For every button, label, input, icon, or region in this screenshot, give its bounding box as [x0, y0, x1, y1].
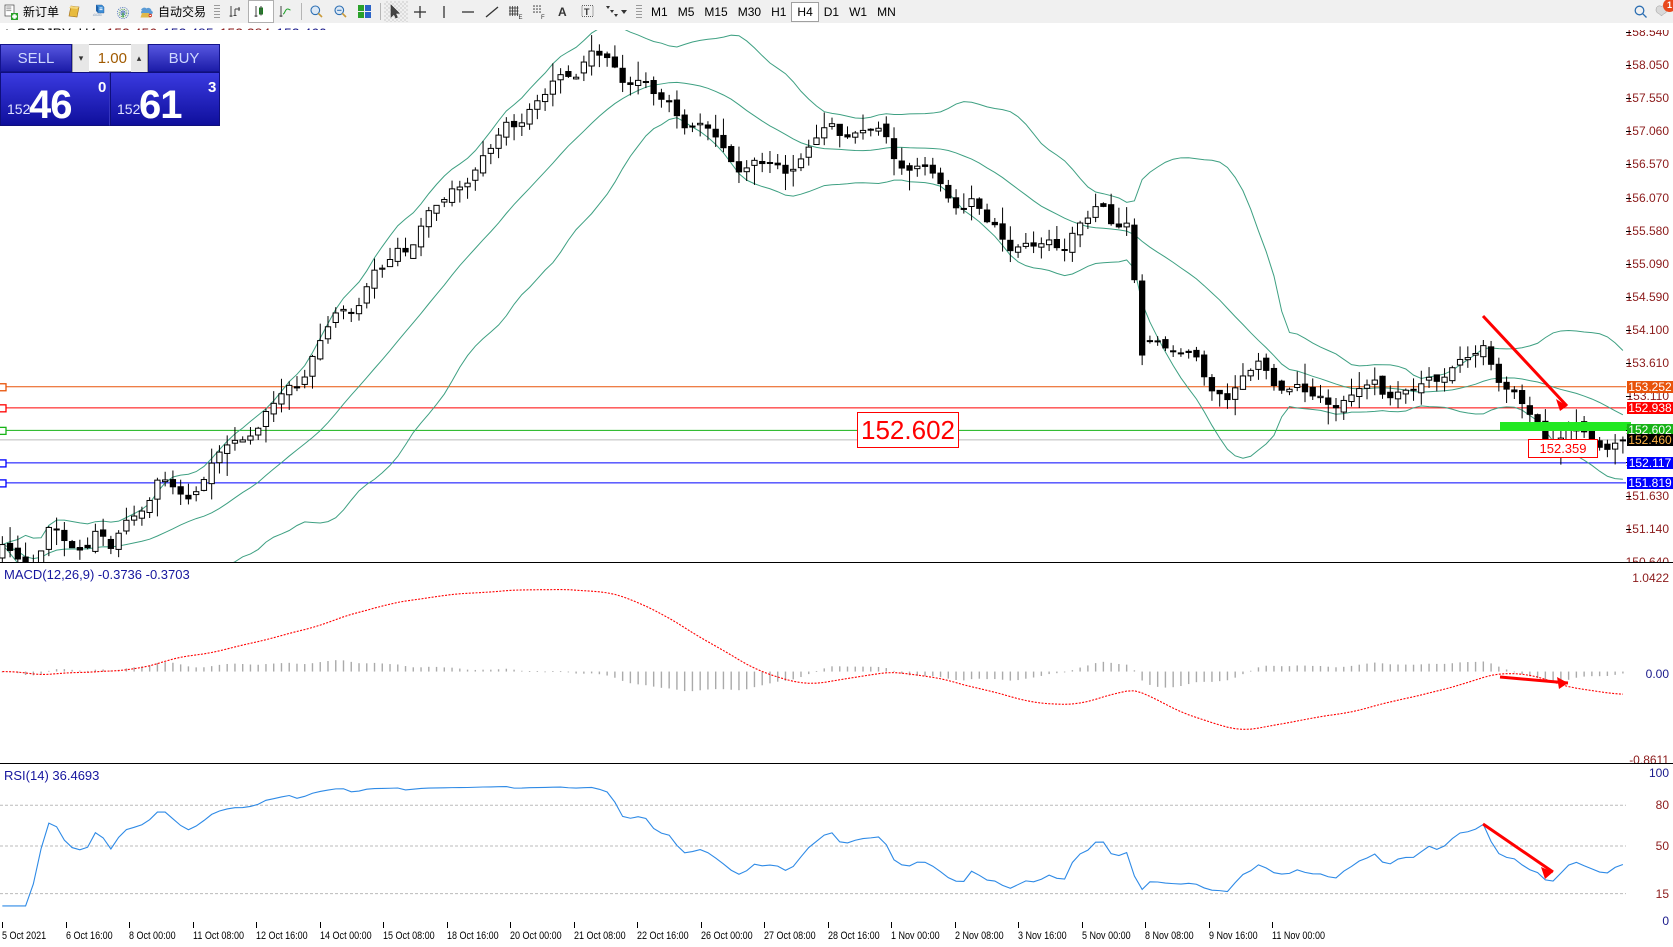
svg-text:E: E: [519, 15, 523, 20]
svg-text:A: A: [558, 5, 567, 19]
svg-text:T: T: [584, 7, 590, 17]
svg-text:F: F: [541, 15, 545, 20]
